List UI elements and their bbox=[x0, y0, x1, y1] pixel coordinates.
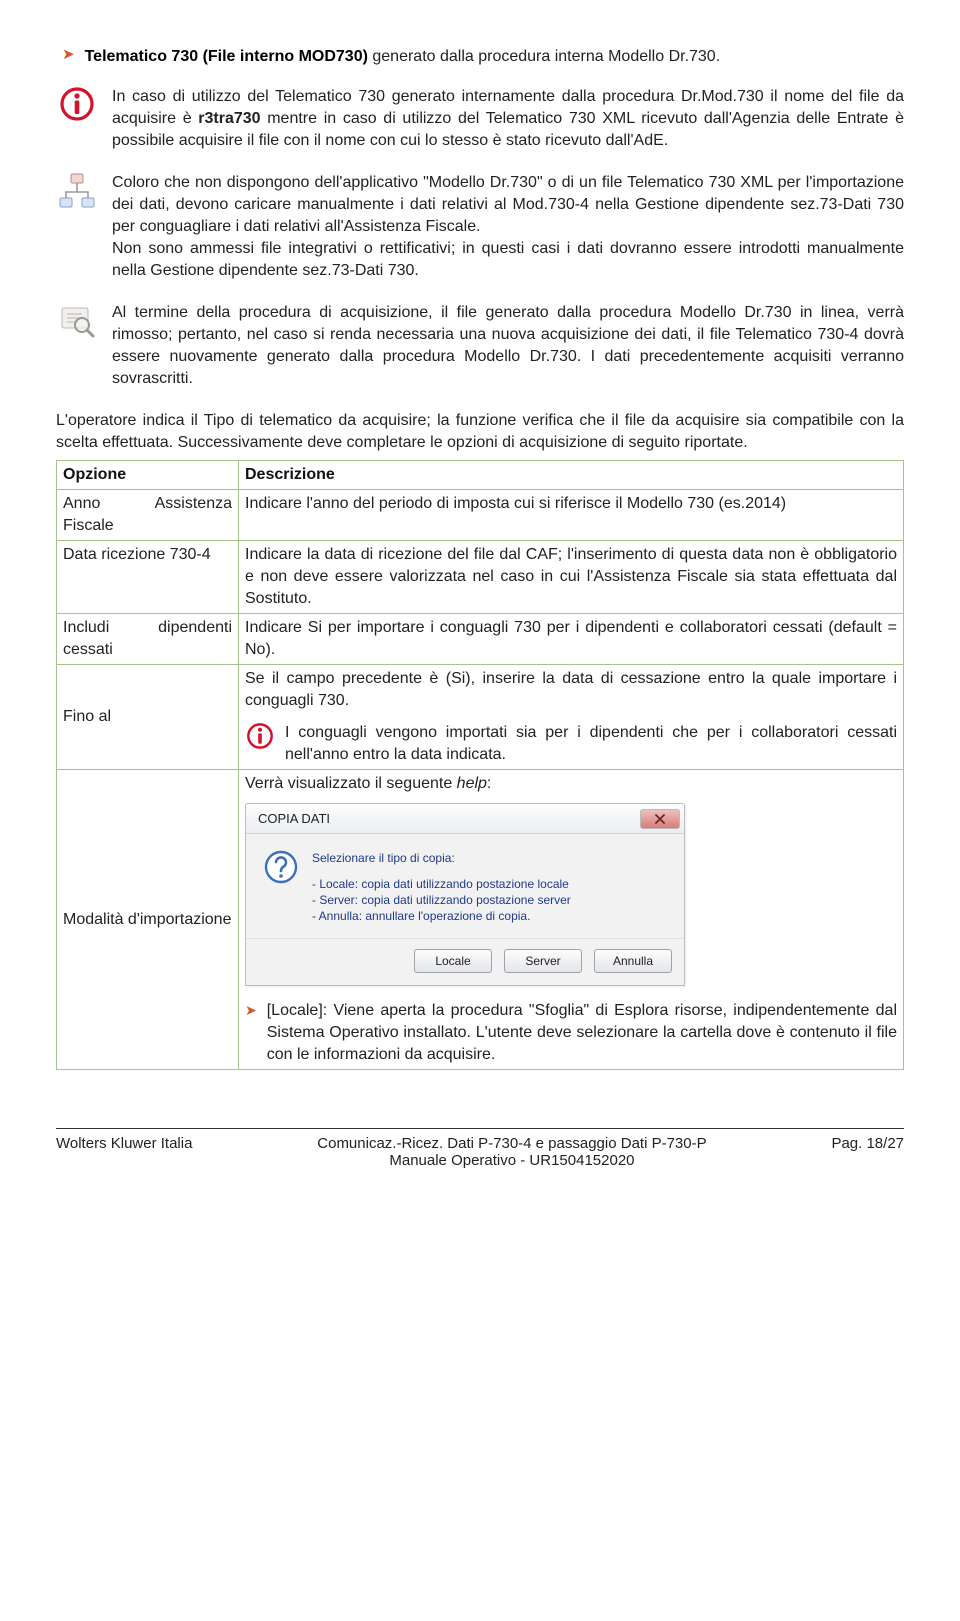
dialog-line3: - Server: copia dati utilizzando postazi… bbox=[312, 892, 666, 908]
opt-fino-al: Fino al bbox=[57, 665, 239, 770]
locale-bullet: ➤ [Locale]: Viene aperta la procedura "S… bbox=[245, 1000, 897, 1066]
footer-right: Pag. 18/27 bbox=[831, 1135, 904, 1169]
info-block-2: Coloro che non dispongono dell'applicati… bbox=[56, 172, 904, 282]
fino-al-line1: Se il campo precedente è (Si), inserire … bbox=[245, 668, 897, 712]
opt-anno: Anno Assistenza Fiscale bbox=[57, 490, 239, 541]
opt-data-ric: Data ricezione 730-4 bbox=[57, 541, 239, 614]
footer-center: Comunicaz.-Ricez. Dati P-730-4 e passagg… bbox=[317, 1135, 706, 1169]
table-row: Modalità d'importazione Verrà visualizza… bbox=[57, 770, 904, 1070]
desc-includi: Indicare Si per importare i conguagli 73… bbox=[239, 614, 904, 665]
dialog-titlebar: COPIA DATI bbox=[246, 804, 684, 834]
dialog-line4: - Annulla: annullare l'operazione di cop… bbox=[312, 908, 666, 924]
info-block-1: In caso di utilizzo del Telematico 730 g… bbox=[56, 86, 904, 152]
th-descrizione: Descrizione bbox=[239, 461, 904, 490]
info-icon bbox=[245, 722, 275, 750]
info2-text: Coloro che non dispongono dell'applicati… bbox=[112, 172, 904, 282]
opt-modalita: Modalità d'importazione bbox=[57, 770, 239, 1070]
opt-includi: Includi dipendenti cessati bbox=[57, 614, 239, 665]
page-footer: Wolters Kluwer Italia Comunicaz.-Ricez. … bbox=[56, 1128, 904, 1169]
info-block-3: Al termine della procedura di acquisizio… bbox=[56, 302, 904, 390]
locale-button[interactable]: Locale bbox=[414, 949, 492, 973]
copia-dati-dialog: COPIA DATI bbox=[245, 803, 685, 986]
help-intro: Verrà visualizzato il seguente bbox=[245, 775, 457, 792]
dialog-title-text: COPIA DATI bbox=[258, 808, 330, 830]
dialog-wrap: COPIA DATI bbox=[245, 795, 897, 986]
arrow-icon: ➤ bbox=[62, 46, 75, 64]
table-header-row: Opzione Descrizione bbox=[57, 461, 904, 490]
server-button[interactable]: Server bbox=[504, 949, 582, 973]
help-colon: : bbox=[487, 775, 491, 792]
fino-al-line2: I conguagli vengono importati sia per i … bbox=[285, 722, 897, 766]
close-icon bbox=[654, 814, 666, 824]
heading-plain: generato dalla procedura interna Modello… bbox=[368, 48, 720, 65]
close-button[interactable] bbox=[640, 809, 680, 829]
info1-text: In caso di utilizzo del Telematico 730 g… bbox=[112, 86, 904, 152]
heading-bullet-row: ➤ Telematico 730 (File interno MOD730) g… bbox=[56, 46, 904, 68]
heading-text: Telematico 730 (File interno MOD730) gen… bbox=[85, 46, 721, 68]
desc-data-ric: Indicare la data di ricezione del file d… bbox=[239, 541, 904, 614]
info3-text: Al termine della procedura di acquisizio… bbox=[112, 302, 904, 390]
tree-icon bbox=[56, 172, 98, 212]
footer-center-2: Manuale Operativo - UR1504152020 bbox=[317, 1152, 706, 1169]
th-opzione: Opzione bbox=[57, 461, 239, 490]
options-table: Opzione Descrizione Anno Assistenza Fisc… bbox=[56, 460, 904, 1070]
desc-modalita: Verrà visualizzato il seguente help: COP… bbox=[239, 770, 904, 1070]
table-row: Fino al Se il campo precedente è (Si), i… bbox=[57, 665, 904, 770]
locale-label: [Locale]: bbox=[267, 1002, 327, 1019]
table-row: Anno Assistenza Fiscale Indicare l'anno … bbox=[57, 490, 904, 541]
table-row: Data ricezione 730-4 Indicare la data di… bbox=[57, 541, 904, 614]
arrow-icon: ➤ bbox=[245, 1000, 257, 1020]
footer-center-1: Comunicaz.-Ricez. Dati P-730-4 e passagg… bbox=[317, 1135, 706, 1152]
fino-al-info: I conguagli vengono importati sia per i … bbox=[245, 722, 897, 766]
help-word: help bbox=[457, 775, 487, 792]
footer-row: Wolters Kluwer Italia Comunicaz.-Ricez. … bbox=[56, 1135, 904, 1169]
heading-bold: Telematico 730 (File interno MOD730) bbox=[85, 48, 368, 65]
help-intro-line: Verrà visualizzato il seguente help: bbox=[245, 773, 897, 795]
dialog-body: Selezionare il tipo di copia: - Locale: … bbox=[246, 834, 684, 938]
dialog-line2: - Locale: copia dati utilizzando postazi… bbox=[312, 876, 666, 892]
footer-left: Wolters Kluwer Italia bbox=[56, 1135, 192, 1169]
desc-fino-al: Se il campo precedente è (Si), inserire … bbox=[239, 665, 904, 770]
footer-rule bbox=[56, 1128, 904, 1129]
desc-anno: Indicare l'anno del periodo di imposta c… bbox=[239, 490, 904, 541]
dialog-buttons: Locale Server Annulla bbox=[246, 938, 684, 985]
pre-table-text: L'operatore indica il Tipo di telematico… bbox=[56, 410, 904, 454]
question-icon bbox=[264, 850, 298, 891]
locale-desc: Viene aperta la procedura "Sfoglia" di E… bbox=[267, 1002, 897, 1063]
table-row: Includi dipendenti cessati Indicare Si p… bbox=[57, 614, 904, 665]
magnifier-icon bbox=[56, 302, 98, 340]
info1-bold: r3tra730 bbox=[198, 110, 260, 127]
dialog-line1: Selezionare il tipo di copia: bbox=[312, 850, 666, 866]
info-icon bbox=[56, 86, 98, 122]
dialog-message: Selezionare il tipo di copia: - Locale: … bbox=[312, 850, 666, 924]
annulla-button[interactable]: Annulla bbox=[594, 949, 672, 973]
locale-bullet-text: [Locale]: Viene aperta la procedura "Sfo… bbox=[267, 1000, 897, 1066]
